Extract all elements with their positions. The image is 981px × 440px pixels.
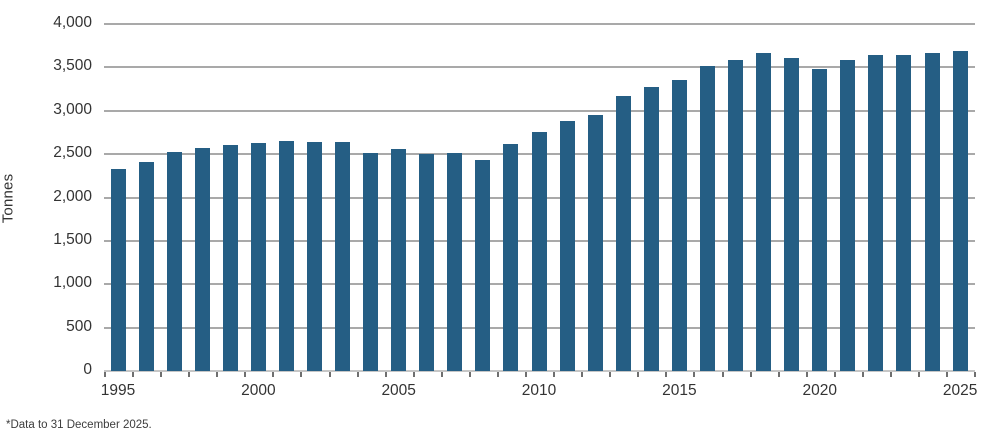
bar-2024	[924, 53, 940, 371]
x-tick	[777, 372, 780, 377]
x-tick	[496, 372, 499, 377]
x-tick	[356, 372, 359, 377]
y-tick-label: 500	[66, 317, 92, 335]
x-tick-label-2000: 2000	[241, 382, 276, 399]
x-tick	[665, 372, 668, 377]
x-tick	[553, 372, 556, 377]
bar-1996	[138, 161, 154, 371]
bar-2015	[671, 79, 687, 371]
x-tick	[861, 372, 864, 377]
x-tick	[833, 372, 836, 377]
x-tick	[272, 372, 275, 377]
y-axis-title: Tonnes	[0, 173, 17, 224]
x-tick	[525, 372, 527, 377]
bar-2018	[756, 52, 772, 371]
x-tick	[328, 372, 331, 377]
x-tick	[412, 372, 415, 377]
bar-1998	[194, 147, 210, 371]
bar-2016	[699, 65, 715, 371]
x-tick-label-2025: 2025	[942, 382, 978, 399]
x-tick	[749, 372, 752, 377]
bar-2008	[475, 159, 491, 371]
gridline	[104, 23, 975, 25]
x-tick	[637, 372, 640, 377]
x-tick	[581, 372, 584, 377]
bar-2000	[250, 143, 266, 371]
bar-2004	[363, 153, 379, 371]
bar-2003	[335, 141, 351, 371]
bar-2005	[391, 148, 407, 371]
x-tick	[300, 372, 303, 377]
bar-2017	[728, 60, 744, 371]
x-tick	[216, 372, 219, 377]
x-tick-label-2015: 2015	[662, 382, 697, 399]
x-tick	[693, 372, 696, 377]
y-tick-label: 1,500	[53, 230, 92, 248]
y-tick-label: 3,000	[53, 100, 92, 118]
bar-1999	[222, 145, 238, 371]
y-tick-label: 1,000	[53, 274, 92, 292]
y-tick-label: 2,000	[53, 187, 92, 205]
x-tick	[103, 372, 106, 377]
bar-1997	[166, 151, 182, 371]
gridline	[104, 109, 975, 112]
x-axis-line	[104, 370, 975, 372]
bar-2020	[812, 69, 828, 371]
bar-2014	[643, 87, 659, 371]
bar-2019	[784, 58, 800, 371]
x-tick-label-2010: 2010	[521, 382, 557, 399]
x-tick	[889, 372, 892, 377]
x-tick	[468, 372, 471, 377]
x-tick	[440, 372, 443, 377]
y-tick-label: 3,500	[53, 57, 92, 75]
bar-2022	[868, 54, 884, 371]
bar-2010	[531, 132, 547, 371]
gridline	[104, 66, 975, 69]
x-tick	[384, 372, 387, 377]
bar-2025	[952, 50, 968, 371]
y-tick-label: 0	[83, 361, 92, 378]
bar-1995	[110, 168, 126, 371]
bar-2002	[306, 142, 322, 371]
bar-2021	[840, 59, 856, 371]
x-tick-label-2020: 2020	[802, 382, 837, 399]
x-tick	[160, 372, 163, 377]
x-tick	[721, 372, 724, 377]
bar-2007	[447, 153, 463, 371]
x-tick	[188, 372, 191, 377]
x-tick	[132, 372, 135, 377]
x-tick-label-2005: 2005	[381, 382, 416, 399]
x-tick	[244, 372, 247, 377]
x-tick	[946, 372, 949, 377]
bar-2011	[559, 121, 575, 371]
bar-2012	[587, 115, 603, 371]
x-tick	[917, 372, 920, 377]
x-tick-label-1995: 1995	[100, 382, 136, 399]
x-tick	[974, 372, 977, 377]
bar-2009	[503, 144, 519, 371]
bar-2006	[419, 154, 435, 371]
bar-2023	[896, 54, 912, 371]
x-tick	[805, 372, 808, 377]
bar-2013	[615, 96, 631, 371]
bar-2001	[278, 140, 294, 371]
y-tick-label: 2,500	[53, 144, 92, 162]
chart-footnote: *Data to 31 December 2025.	[6, 419, 152, 431]
y-tick-label: 4,000	[53, 14, 92, 31]
x-tick	[609, 372, 612, 377]
